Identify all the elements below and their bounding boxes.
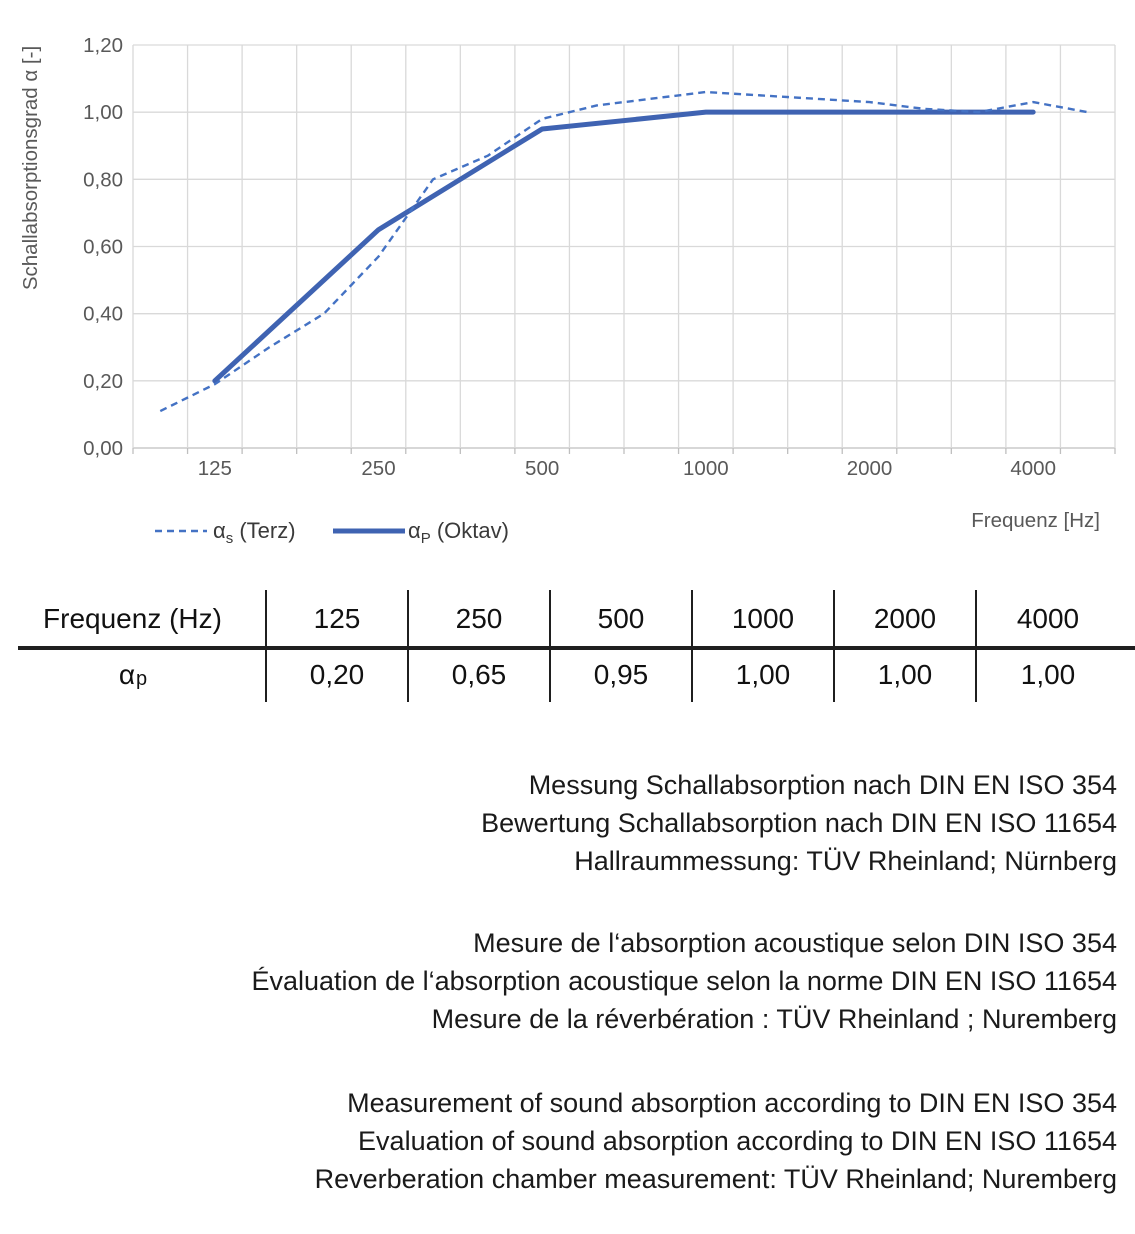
chart-axis-labels: 0,00 0,20 0,40 0,60 0,80 1,00 1,20 125 250 500 100… [83, 34, 1056, 480]
note-line: Measurement of sound absorption accordin… [347, 1088, 1117, 1118]
alpha-subscript: p [136, 667, 148, 690]
alpha-symbol: α [118, 659, 136, 690]
table-frequency-cell: 125 [267, 590, 409, 648]
table-frequency-cell: 500 [551, 590, 693, 648]
note-line: Mesure de l‘absorption acoustique selon … [473, 928, 1117, 958]
svg-text:2000: 2000 [847, 457, 893, 480]
svg-text:125: 125 [198, 457, 232, 480]
legend-label-terz: αs (Terz) [213, 518, 296, 547]
note-line: Messung Schallabsorption nach DIN EN ISO… [528, 770, 1117, 800]
note-line: Mesure de la réverbération : TÜV Rheinla… [431, 1004, 1117, 1034]
svg-text:0,40: 0,40 [83, 303, 123, 326]
table-alpha-value-cell: 1,00 [1020, 659, 1076, 690]
svg-text:1,00: 1,00 [83, 101, 123, 124]
x-axis-title: Frequenz [Hz] [971, 509, 1100, 532]
table-frequency-cell: 1000 [693, 590, 835, 648]
table-divider-rule [18, 646, 1135, 650]
series-oktav-solid [212, 109, 1036, 384]
notes-german: Messung Schallabsorption nach DIN EN ISO… [0, 766, 1135, 880]
chart-gridlines [132, 44, 1116, 454]
table-frequency-cell: 4000 [1016, 603, 1080, 634]
note-line: Évaluation de l‘absorption acoustique se… [251, 966, 1117, 996]
notes-english: Measurement of sound absorption accordin… [0, 1084, 1135, 1198]
note-line: Reverberation chamber measurement: TÜV R… [314, 1164, 1117, 1194]
svg-text:4000: 4000 [1010, 457, 1056, 480]
svg-text:0,80: 0,80 [83, 168, 123, 191]
chart-series [159, 90, 1088, 413]
table-frequency-cell: 250 [409, 590, 551, 648]
table-alpha-value-cell: 1,00 [693, 648, 835, 702]
note-line: Evaluation of sound absorption according… [358, 1126, 1117, 1156]
notes-french: Mesure de l‘absorption acoustique selon … [0, 924, 1135, 1038]
table-header-label-cell: Frequenz (Hz) [0, 590, 267, 648]
table-alpha-value-cell: 1,00 [835, 648, 977, 702]
y-axis-title: Schallabsorptionsgrad α [-] [19, 46, 42, 290]
alpha-p-table: Frequenz (Hz) 125 250 500 1000 2000 4000… [0, 590, 1119, 702]
legend-label-oktav: αP (Oktav) [408, 518, 509, 547]
chart-canvas: 0,00 0,20 0,40 0,60 0,80 1,00 1,20 125 250 500 100… [19, 34, 1116, 547]
svg-text:1,20: 1,20 [83, 34, 123, 57]
note-line: Hallraummessung: TÜV Rheinland; Nürnberg [574, 846, 1117, 876]
table-frequency-cell: 2000 [835, 590, 977, 648]
series-terz-dashed [159, 90, 1088, 413]
svg-text:1000: 1000 [683, 457, 729, 480]
svg-text:0,20: 0,20 [83, 370, 123, 393]
svg-text:0,60: 0,60 [83, 236, 123, 259]
table-alpha-value-cell: 0,20 [267, 648, 409, 702]
table-alpha-value-cell: 0,65 [409, 648, 551, 702]
svg-text:0,00: 0,00 [83, 437, 123, 460]
note-line: Bewertung Schallabsorption nach DIN EN I… [481, 808, 1117, 838]
table-alpha-value-cell: 0,95 [551, 648, 693, 702]
svg-text:500: 500 [525, 457, 559, 480]
absorption-chart: 0,00 0,20 0,40 0,60 0,80 1,00 1,20 125 250 500 100… [0, 0, 1135, 560]
chart-legend: αs (Terz) αP (Oktav) [155, 518, 509, 547]
svg-text:250: 250 [361, 457, 395, 480]
